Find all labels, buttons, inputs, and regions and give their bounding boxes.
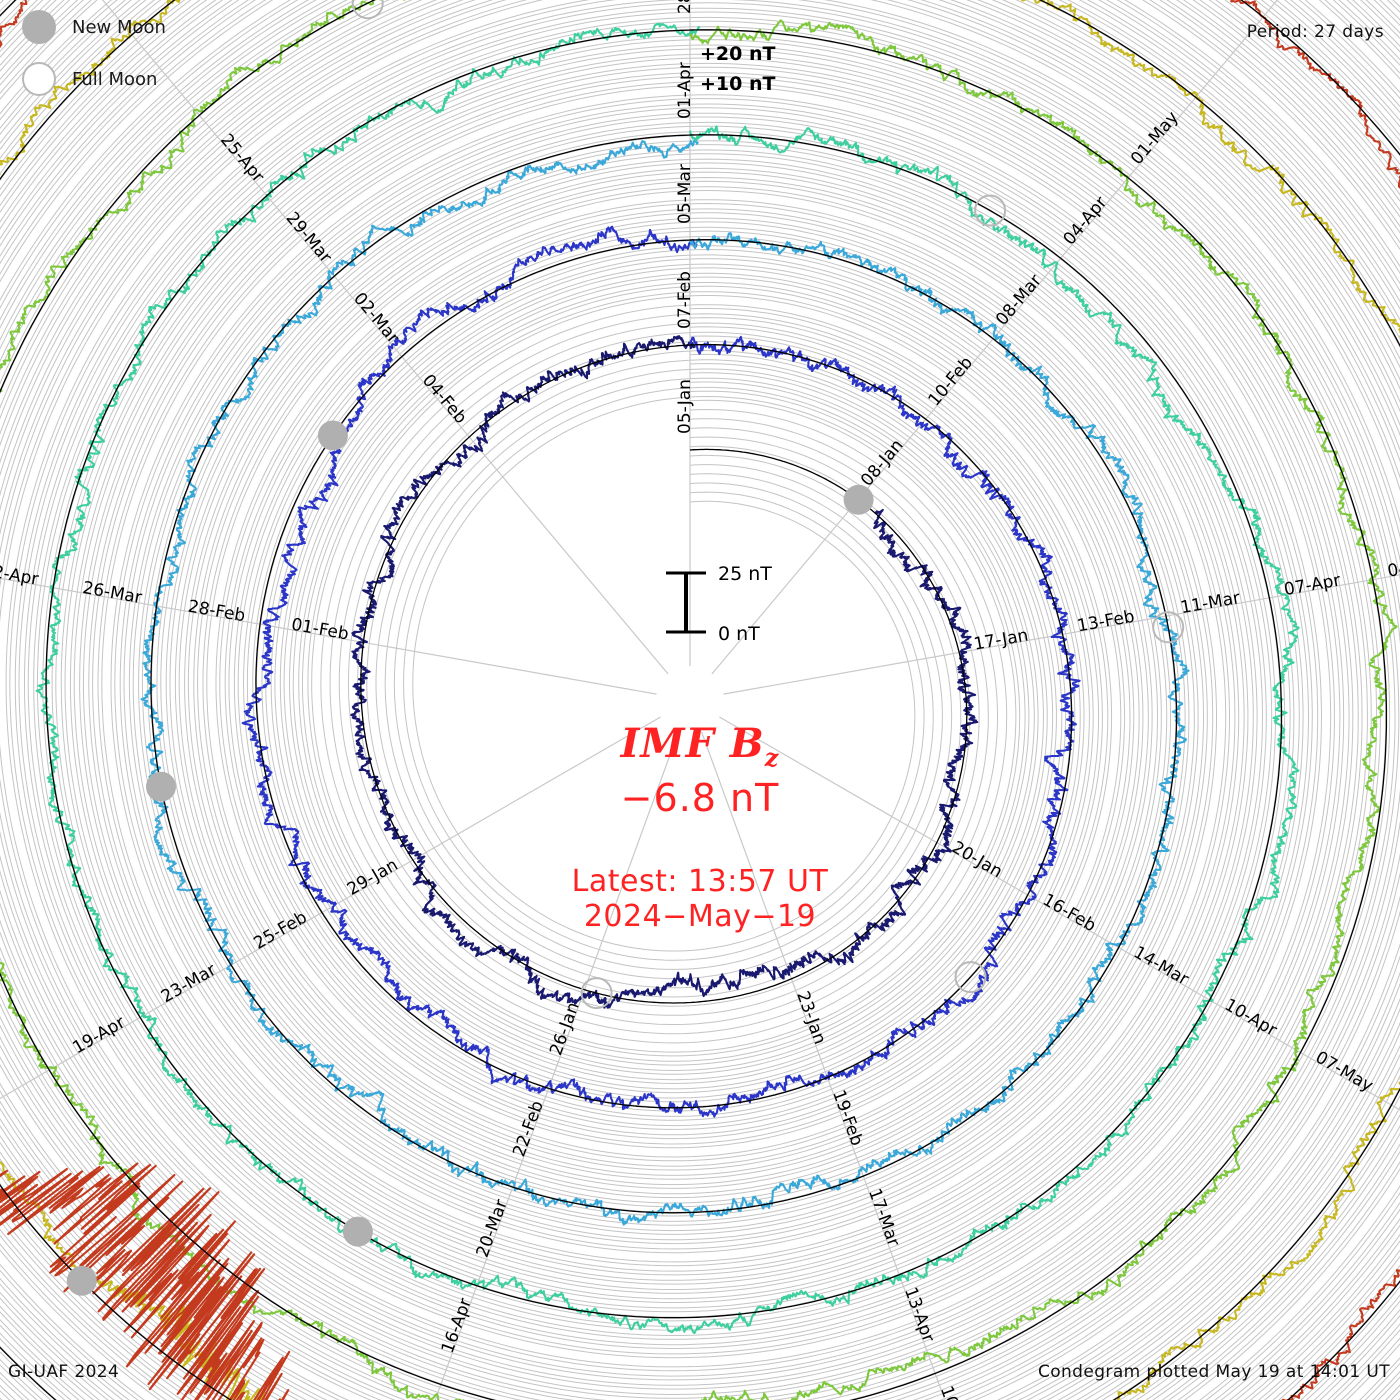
center-readout: IMF Bz −6.8 nT Latest: 13:57 UT 2024−May… <box>440 720 960 934</box>
full-moon-marker <box>974 194 1007 227</box>
date-label: 10-Apr <box>1221 995 1280 1041</box>
legend-label-full-moon: Full Moon <box>72 68 158 90</box>
date-label: 25-Apr <box>216 130 268 186</box>
date-label: 28-Apr <box>675 0 695 14</box>
plotted-timestamp-label: Condegram plotted May 19 at 14:01 UT <box>1037 1362 1390 1382</box>
full-moon-marker <box>1152 611 1185 644</box>
new-moon-marker <box>66 1265 97 1296</box>
new-moon-marker <box>146 771 176 802</box>
full-moon-icon <box>22 62 56 96</box>
imf-subscript: z <box>764 743 780 772</box>
date-label: 07-Feb <box>675 271 695 329</box>
date-label: 26-Mar <box>81 578 143 608</box>
date-label: 05-Mar <box>675 164 695 224</box>
credit-label: GI-UAF 2024 <box>8 1362 120 1382</box>
new-moon-icon <box>22 10 56 44</box>
imf-value: −6.8 nT <box>620 776 780 820</box>
ring-label-plus10: +10 nT <box>700 73 776 95</box>
full-moon-marker <box>580 977 613 1010</box>
date-label: 04-Feb <box>418 371 471 428</box>
date-label: 17-Jan <box>972 625 1030 654</box>
scalebar-bottom-label: 0 nT <box>718 623 760 645</box>
scale-bar <box>666 571 706 634</box>
date-label: 10-Feb <box>925 353 978 410</box>
scalebar-top-label: 25 nT <box>718 563 772 585</box>
date-label: 28-Feb <box>186 597 246 627</box>
date-label: 05-Jan <box>675 379 695 434</box>
date-label: 01-Feb <box>290 615 350 645</box>
full-moon-marker <box>954 961 987 994</box>
date-label: 04-May <box>1386 551 1400 582</box>
latest-date: 2024−May−19 <box>583 899 817 934</box>
full-moon-marker <box>351 0 384 20</box>
period-label: Period: 27 days <box>1246 22 1384 42</box>
legend-label-new-moon: New Moon <box>72 16 166 38</box>
imf-title: IMF Bz <box>440 720 960 772</box>
date-label: 01-Apr <box>675 62 695 119</box>
legend-item-full-moon: Full Moon <box>22 62 157 96</box>
legend-item-new-moon: New Moon <box>22 10 166 44</box>
date-label: 10-May <box>936 1383 976 1400</box>
new-moon-marker <box>342 1216 373 1247</box>
latest-time: Latest: 13:57 UT <box>571 864 829 899</box>
new-moon-marker <box>317 420 348 451</box>
new-moon-marker <box>843 484 874 515</box>
moon-phase-markers <box>66 0 1185 1296</box>
imf-quantity: IMF B <box>620 720 765 767</box>
date-label: 26-Jan <box>546 1000 584 1058</box>
ring-label-plus20: +20 nT <box>700 43 776 65</box>
